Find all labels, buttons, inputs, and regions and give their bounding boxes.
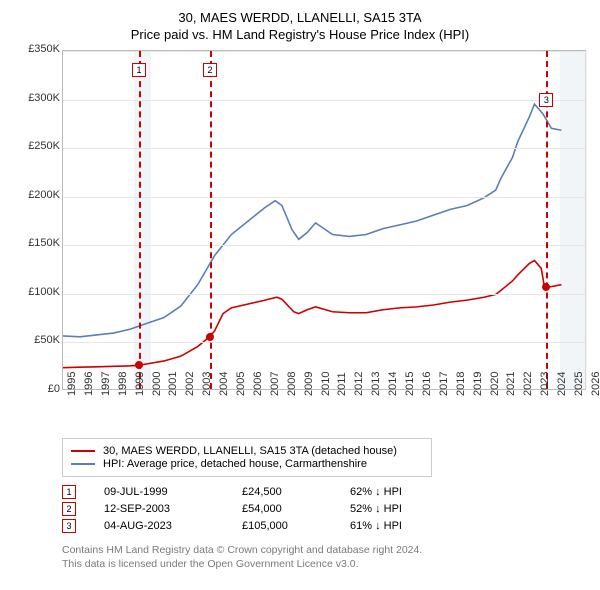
- footer-line2: This data is licensed under the Open Gov…: [62, 557, 588, 571]
- marker-table-row: 2 12-SEP-2003 £54,000 52% ↓ HPI: [62, 502, 542, 516]
- legend-label-hpi: HPI: Average price, detached house, Carm…: [103, 458, 367, 470]
- marker-table-row: 3 04-AUG-2023 £105,000 61% ↓ HPI: [62, 519, 542, 533]
- marker-box: 3: [539, 93, 553, 107]
- plot-area: 1 2 3: [62, 50, 586, 390]
- y-tick-label: £250K: [14, 140, 60, 152]
- gridline: [63, 100, 585, 101]
- gridline: [63, 51, 585, 52]
- gridline: [63, 148, 585, 149]
- marker-dot: [542, 283, 550, 291]
- legend-swatch-hpi: [71, 463, 95, 465]
- marker-date: 12-SEP-2003: [104, 503, 214, 515]
- footer-line1: Contains HM Land Registry data © Crown c…: [62, 543, 588, 557]
- footer: Contains HM Land Registry data © Crown c…: [62, 543, 588, 571]
- marker-date: 04-AUG-2023: [104, 520, 214, 532]
- y-tick-label: £200K: [14, 189, 60, 201]
- legend-label-property: 30, MAES WERDD, LLANELLI, SA15 3TA (deta…: [103, 445, 397, 457]
- marker-pct: 61% ↓ HPI: [350, 520, 470, 532]
- marker-table-box: 3: [62, 519, 76, 533]
- gridline: [63, 294, 585, 295]
- marker-box: 1: [132, 63, 146, 77]
- marker-line: [139, 51, 141, 389]
- marker-pct: 52% ↓ HPI: [350, 503, 470, 515]
- marker-date: 09-JUL-1999: [104, 486, 214, 498]
- marker-pct: 62% ↓ HPI: [350, 486, 470, 498]
- marker-price: £54,000: [242, 503, 322, 515]
- marker-price: £24,500: [242, 486, 322, 498]
- marker-box: 2: [203, 63, 217, 77]
- marker-table-box: 2: [62, 502, 76, 516]
- y-tick-label: £350K: [14, 43, 60, 55]
- chart-title: 30, MAES WERDD, LLANELLI, SA15 3TA: [12, 10, 588, 25]
- y-tick-label: £150K: [14, 237, 60, 249]
- marker-table-box: 1: [62, 485, 76, 499]
- marker-table: 1 09-JUL-1999 £24,500 62% ↓ HPI 2 12-SEP-2003…: [62, 485, 542, 533]
- marker-dot: [135, 361, 143, 369]
- chart-subtitle: Price paid vs. HM Land Registry's House …: [12, 27, 588, 42]
- marker-dot: [206, 333, 214, 341]
- legend-item-property: 30, MAES WERDD, LLANELLI, SA15 3TA (deta…: [71, 445, 423, 457]
- y-tick-label: £0: [14, 383, 60, 395]
- gridline: [63, 197, 585, 198]
- gridline: [63, 342, 585, 343]
- chart-lines: [63, 51, 585, 389]
- legend-item-hpi: HPI: Average price, detached house, Carm…: [71, 458, 423, 470]
- y-tick-label: £100K: [14, 286, 60, 298]
- x-tick-label: 2026: [590, 372, 600, 396]
- legend: 30, MAES WERDD, LLANELLI, SA15 3TA (deta…: [62, 438, 432, 477]
- marker-table-row: 1 09-JUL-1999 £24,500 62% ↓ HPI: [62, 485, 542, 499]
- series-line-property: [63, 261, 561, 368]
- marker-price: £105,000: [242, 520, 322, 532]
- gridline: [63, 245, 585, 246]
- y-tick-label: £50K: [14, 334, 60, 346]
- legend-swatch-property: [71, 450, 95, 452]
- series-line-hpi: [63, 104, 561, 337]
- chart-container: 123 £0£50K£100K£150K£200K£250K£300K£350K…: [12, 50, 588, 430]
- y-tick-label: £300K: [14, 92, 60, 104]
